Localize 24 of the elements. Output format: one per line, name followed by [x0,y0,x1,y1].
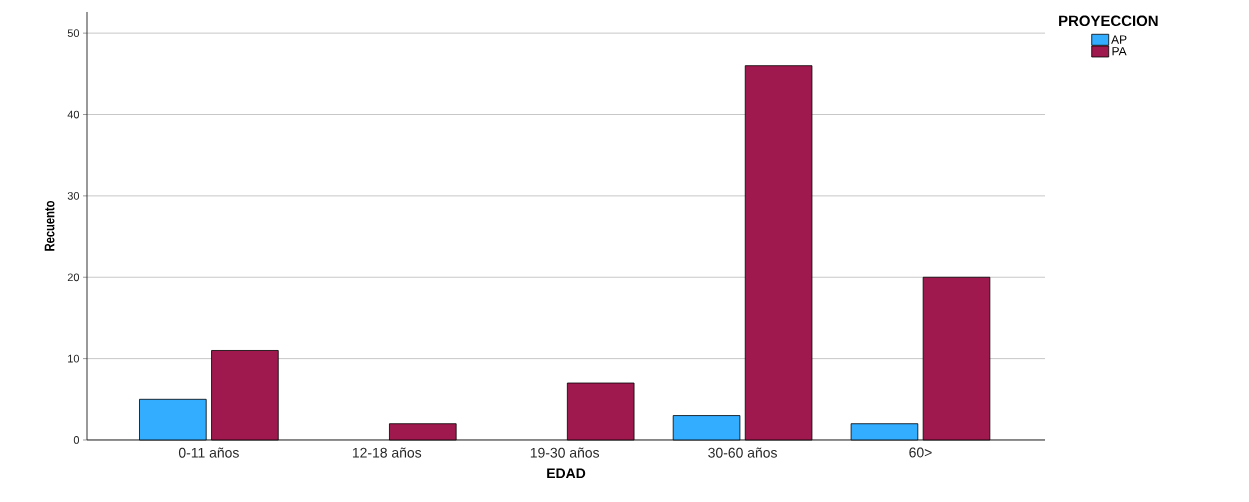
y-axis-title: Recuento [44,201,55,251]
bar [850,423,919,441]
bar [672,415,741,441]
bar [744,65,813,441]
x-tick-label: 60> [909,447,932,458]
x-tick-label: 19-30 años [530,447,600,458]
bar [139,398,207,441]
legend-label: PA [1112,47,1127,56]
bar [211,350,279,441]
y-tick-label: 20 [67,273,80,282]
y-tick-label: 10 [68,354,80,363]
x-tick-label: 12-18 años [352,447,422,458]
bar [566,382,635,441]
x-axis-title: EDAD [547,468,586,479]
bar [389,423,457,441]
legend-label: AP [1111,35,1127,44]
y-tick-label: 0 [73,436,80,444]
y-tick-label: 30 [67,192,80,200]
y-tick-label: 40 [67,110,80,119]
bar [922,276,991,441]
x-tick-label: 0-11 años [178,447,239,458]
y-tick-label: 50 [67,29,80,38]
legend-title: PROYECCION [1059,15,1158,27]
x-tick-label: 30-60 años [708,447,777,458]
